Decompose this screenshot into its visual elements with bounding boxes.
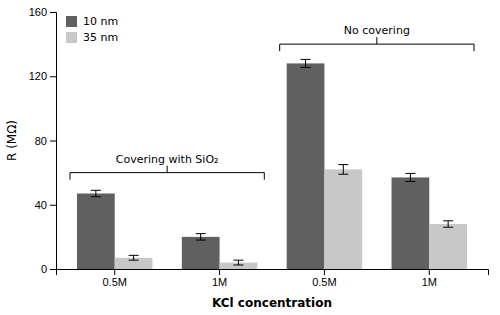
y-axis: 0 40 80 120 160 <box>29 6 57 275</box>
y-tick: 120 <box>29 70 56 82</box>
error-bar-line <box>338 174 348 175</box>
bar <box>392 177 430 269</box>
x-tick-mark <box>429 269 430 275</box>
y-tick: 0 <box>41 263 56 275</box>
error-bar-line <box>305 59 306 67</box>
bracket-line <box>474 44 475 51</box>
legend-item: 10 nm <box>66 15 118 28</box>
y-tick-mark <box>50 76 56 77</box>
error-bar-line <box>91 190 101 191</box>
error-bar-line <box>233 264 243 265</box>
bracket-line <box>69 173 70 180</box>
x-tick: 0.5M <box>312 269 336 288</box>
error-bar-line <box>95 190 96 196</box>
error-bar-line <box>410 173 411 181</box>
error-bar <box>196 234 206 240</box>
error-bar-line <box>133 255 134 260</box>
bar <box>182 237 220 269</box>
chart: 0 40 80 120 160 0.5M 1M 0.5M 1M Covering with SiO… <box>0 0 500 315</box>
error-bar-line <box>443 220 453 221</box>
x-axis: 0.5M 1M 0.5M 1M <box>57 269 489 288</box>
bracket <box>70 166 264 180</box>
legend-label: 10 nm <box>83 15 118 28</box>
y-tick: 80 <box>35 135 56 147</box>
x-tick: 1M <box>212 269 227 288</box>
y-tick: 160 <box>29 6 56 18</box>
bracket-line <box>167 166 168 173</box>
error-bar-line <box>200 234 201 240</box>
x-tick: 1M <box>422 269 437 288</box>
marks <box>70 37 474 269</box>
annotations: Covering with SiO₂ No covering <box>116 24 410 166</box>
y-axis-line <box>50 13 57 270</box>
error-bar <box>91 190 101 196</box>
error-bar <box>301 59 311 67</box>
x-axis-title: KCl concentration <box>212 296 332 310</box>
error-bar-line <box>129 255 139 256</box>
error-bar <box>338 165 348 175</box>
x-tick-label: 0.5M <box>102 276 126 288</box>
error-bar-line <box>238 260 239 265</box>
bracket-line <box>376 37 377 44</box>
y-tick-mark <box>50 269 56 270</box>
x-tick-mark <box>324 269 325 275</box>
x-tick: 0.5M <box>102 269 126 288</box>
error-bar <box>233 260 243 265</box>
x-axis-line <box>57 270 489 276</box>
error-bar-line <box>448 221 449 227</box>
x-tick-label: 0.5M <box>312 276 336 288</box>
annotation: Covering with SiO₂ <box>116 153 219 166</box>
legend-label: 35 nm <box>83 31 118 44</box>
bar <box>429 224 467 269</box>
error-bar-line <box>196 240 206 241</box>
x-tick-mark <box>219 269 220 275</box>
error-bar <box>443 221 453 227</box>
error-bar <box>405 173 415 181</box>
error-bar-line <box>129 260 139 261</box>
legend-item: 35 nm <box>66 31 118 44</box>
bracket <box>280 37 474 51</box>
bar <box>77 194 115 269</box>
x-tick-mark <box>114 269 115 275</box>
y-tick-label: 160 <box>29 6 47 18</box>
legend: 10 nm 35 nm <box>66 15 118 44</box>
y-tick-label: 40 <box>35 199 47 211</box>
error-bar-line <box>301 67 311 68</box>
error-bar-line <box>233 260 243 261</box>
error-bar-line <box>301 59 311 60</box>
bar <box>287 63 325 269</box>
error-bar-line <box>91 196 101 197</box>
legend-swatch <box>66 32 77 43</box>
bar <box>324 169 362 269</box>
bar-series <box>115 165 467 269</box>
error-bar-line <box>338 164 348 165</box>
y-axis-title: R (MΩ) <box>5 120 19 161</box>
bracket-line <box>264 173 265 180</box>
y-tick-label: 0 <box>41 263 47 275</box>
error-bar-line <box>196 233 206 234</box>
bar-series <box>77 59 429 269</box>
y-tick-label: 80 <box>35 135 47 147</box>
bracket-line <box>279 44 280 51</box>
y-tick-mark <box>50 205 56 206</box>
error-bar-line <box>405 181 415 182</box>
legend-swatch <box>66 16 77 27</box>
y-tick-mark <box>50 141 56 142</box>
x-tick-label: 1M <box>212 276 227 288</box>
y-tick: 40 <box>35 199 56 211</box>
y-tick-mark <box>50 12 56 13</box>
annotation: No covering <box>344 24 410 37</box>
error-bar-line <box>443 227 453 228</box>
x-tick-label: 1M <box>422 276 437 288</box>
error-bar <box>129 255 139 260</box>
error-bar-line <box>405 173 415 174</box>
plot-area: 0 40 80 120 160 0.5M 1M 0.5M 1M Covering with SiO… <box>29 6 489 288</box>
y-tick-label: 120 <box>29 70 47 82</box>
error-bar-line <box>343 165 344 175</box>
